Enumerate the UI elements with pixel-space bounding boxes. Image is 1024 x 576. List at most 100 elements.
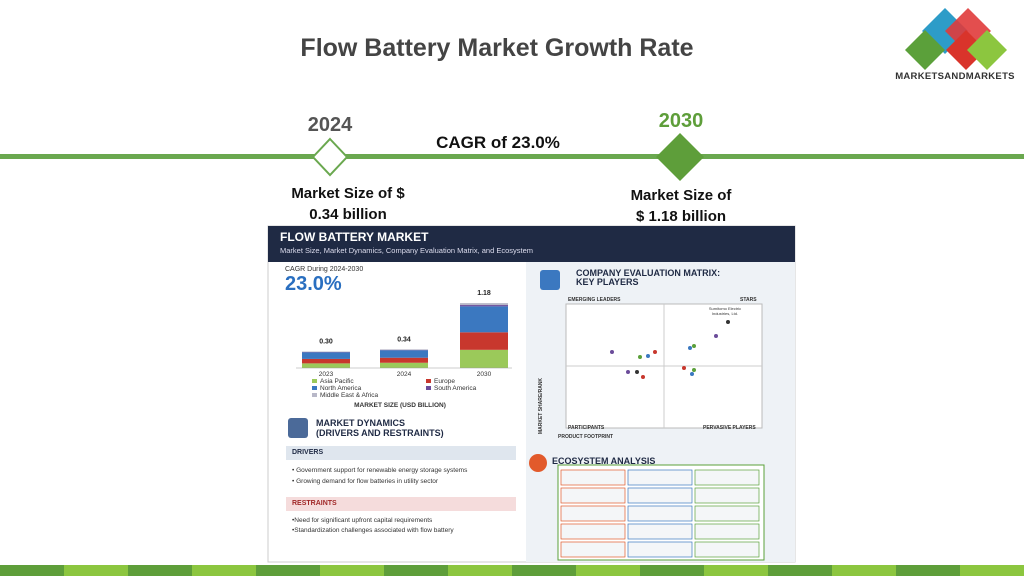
value-label: 0.30 xyxy=(319,339,333,346)
restraints: •Need for significant upfront capital re… xyxy=(292,516,454,536)
player-dot xyxy=(610,350,614,354)
bar xyxy=(380,349,428,368)
restraints-band xyxy=(286,497,516,511)
quadrant: PERVASIVE PLAYERS xyxy=(703,425,756,431)
bar-segment xyxy=(460,306,508,333)
legend-swatch xyxy=(426,386,431,390)
driver: Government support for renewable energy … xyxy=(296,467,468,474)
ecosystem-title: ECOSYSTEM ANALYSIS xyxy=(552,456,656,466)
strip-segment xyxy=(640,565,704,576)
infographic-subtitle: Market Size, Market Dynamics, Company Ev… xyxy=(280,246,534,255)
y-axis-label: MARKET SHARE/RANK xyxy=(538,377,545,435)
eco-cell xyxy=(560,469,626,486)
text: $ 1.18 billion xyxy=(635,208,727,225)
dynamics-icon xyxy=(288,418,308,438)
legend-label: North America xyxy=(320,385,362,392)
bar-segment xyxy=(302,363,350,368)
eco-cell xyxy=(560,523,626,540)
bar-segment xyxy=(460,305,508,307)
category-label: 2024 xyxy=(397,371,412,378)
strip-segment xyxy=(576,565,640,576)
bar-segment xyxy=(380,362,428,368)
player-dot xyxy=(690,372,694,376)
quadrant: EMERGING LEADERS xyxy=(568,297,621,303)
eco-cell xyxy=(694,469,760,486)
bar-segment xyxy=(460,349,508,368)
restraint: Need for significant upfront capital req… xyxy=(294,517,433,524)
player-dot xyxy=(641,375,645,379)
infographic-header xyxy=(268,226,795,262)
drivers-label: DRIVERS xyxy=(292,449,324,456)
cagr-value: 23.0% xyxy=(285,273,342,295)
player-dot xyxy=(726,320,730,324)
drivers: • Government support for renewable energ… xyxy=(292,465,467,487)
infographic-title: FLOW BATTERY MARKET xyxy=(280,230,429,244)
eco-cell xyxy=(560,505,626,522)
value-label: 0.34 xyxy=(397,336,411,343)
timeline xyxy=(0,154,1024,159)
eco-cell xyxy=(694,523,760,540)
cagr: CAGR of 23.0% xyxy=(436,133,560,152)
highlight: Sumitomo Electric Industries, Ltd. xyxy=(708,306,742,316)
player-dot xyxy=(646,354,650,358)
eco-cell xyxy=(627,541,693,558)
legend-label: Europe xyxy=(434,378,455,385)
strip-segment xyxy=(448,565,512,576)
start-year: 2024 xyxy=(307,114,353,136)
quadrant: PARTICIPANTS xyxy=(568,425,605,431)
start-size: Market Size of $ 0.34 billion xyxy=(291,183,404,225)
player-dot xyxy=(635,370,639,374)
text: KEY PLAYERS xyxy=(576,277,639,287)
strip-segment xyxy=(960,565,1024,576)
strip-segment xyxy=(64,565,128,576)
player-dot xyxy=(626,370,630,374)
dynamics-title: MARKET DYNAMICS (DRIVERS AND RESTRAINTS) xyxy=(316,418,444,438)
eco-cell xyxy=(627,523,693,540)
eco-cell xyxy=(694,541,760,558)
axis-title: MARKET SIZE (USD BILLION) xyxy=(354,402,446,409)
strip-segment xyxy=(0,565,64,576)
player-dot xyxy=(714,334,718,338)
ecosystem-icon xyxy=(529,454,547,472)
logo-text: MARKETSANDMARKETS xyxy=(895,71,1015,82)
cagr-label: CAGR During 2024-2030 xyxy=(285,266,364,273)
start-marker xyxy=(311,137,349,177)
strip-segment xyxy=(320,565,384,576)
eco-cell xyxy=(694,487,760,504)
driver: Growing demand for flow batteries in uti… xyxy=(296,478,439,485)
player-dot xyxy=(692,344,696,348)
legend-swatch xyxy=(312,379,317,383)
end-year: 2030 xyxy=(658,110,704,132)
value-label: 1.18 xyxy=(477,290,491,297)
eco-cell xyxy=(627,505,693,522)
strip-segment xyxy=(384,565,448,576)
eco-cell xyxy=(560,487,626,504)
strip-segment xyxy=(256,565,320,576)
quadrant: STARS xyxy=(740,297,757,303)
legend-label: South America xyxy=(434,385,477,392)
end-marker xyxy=(656,133,704,181)
player-dot xyxy=(688,346,692,350)
bar-segment xyxy=(302,358,350,364)
footer-strip xyxy=(0,565,1024,576)
text: • Government support for renewable energ… xyxy=(292,467,468,474)
bar-segment xyxy=(380,349,428,350)
strip-segment xyxy=(192,565,256,576)
bar-segment xyxy=(460,303,508,306)
legend-swatch xyxy=(312,393,317,397)
drivers-band xyxy=(286,446,516,460)
matrix-icon xyxy=(540,270,560,290)
bar-segment xyxy=(302,352,350,359)
logo xyxy=(905,8,1007,70)
legend-label: Middle East & Africa xyxy=(320,392,379,399)
bar-segment xyxy=(380,357,428,363)
eco-cell xyxy=(627,469,693,486)
bar xyxy=(302,351,350,368)
eco-cell xyxy=(560,541,626,558)
eco-cell xyxy=(694,505,760,522)
legend-label: Asia Pacific xyxy=(320,378,354,385)
text: 0.34 billion xyxy=(309,206,387,223)
text: •Need for significant upfront capital re… xyxy=(292,517,433,524)
legend-swatch xyxy=(312,386,317,390)
